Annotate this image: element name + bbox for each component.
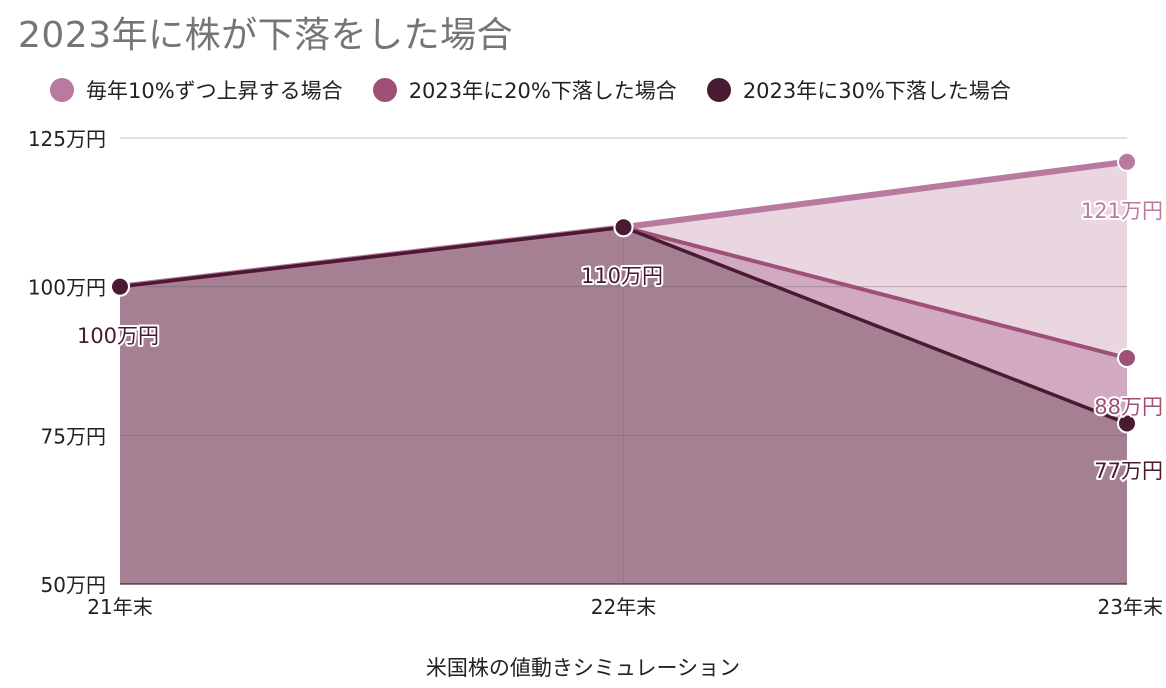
y-tick-label: 100万円 [28,276,106,300]
data-label: 110万円 [581,264,663,288]
data-label: 100万円 [77,324,159,348]
data-point [1118,153,1136,171]
data-label: 88万円 [1094,395,1163,419]
data-label: 121万円 [1081,199,1163,223]
y-tick-label: 50万円 [41,573,106,597]
data-label: 77万円 [1094,459,1163,483]
data-point [111,278,129,296]
y-tick-label: 125万円 [28,127,106,151]
data-point [615,218,633,236]
y-tick-label: 75万円 [41,424,106,448]
x-tick-label: 23年末 [1098,595,1163,619]
data-point [1118,349,1136,367]
x-tick-label: 22年末 [591,595,656,619]
x-tick-label: 21年末 [87,595,152,619]
x-axis-title: 米国株の値動きシミュレーション [0,652,1166,682]
